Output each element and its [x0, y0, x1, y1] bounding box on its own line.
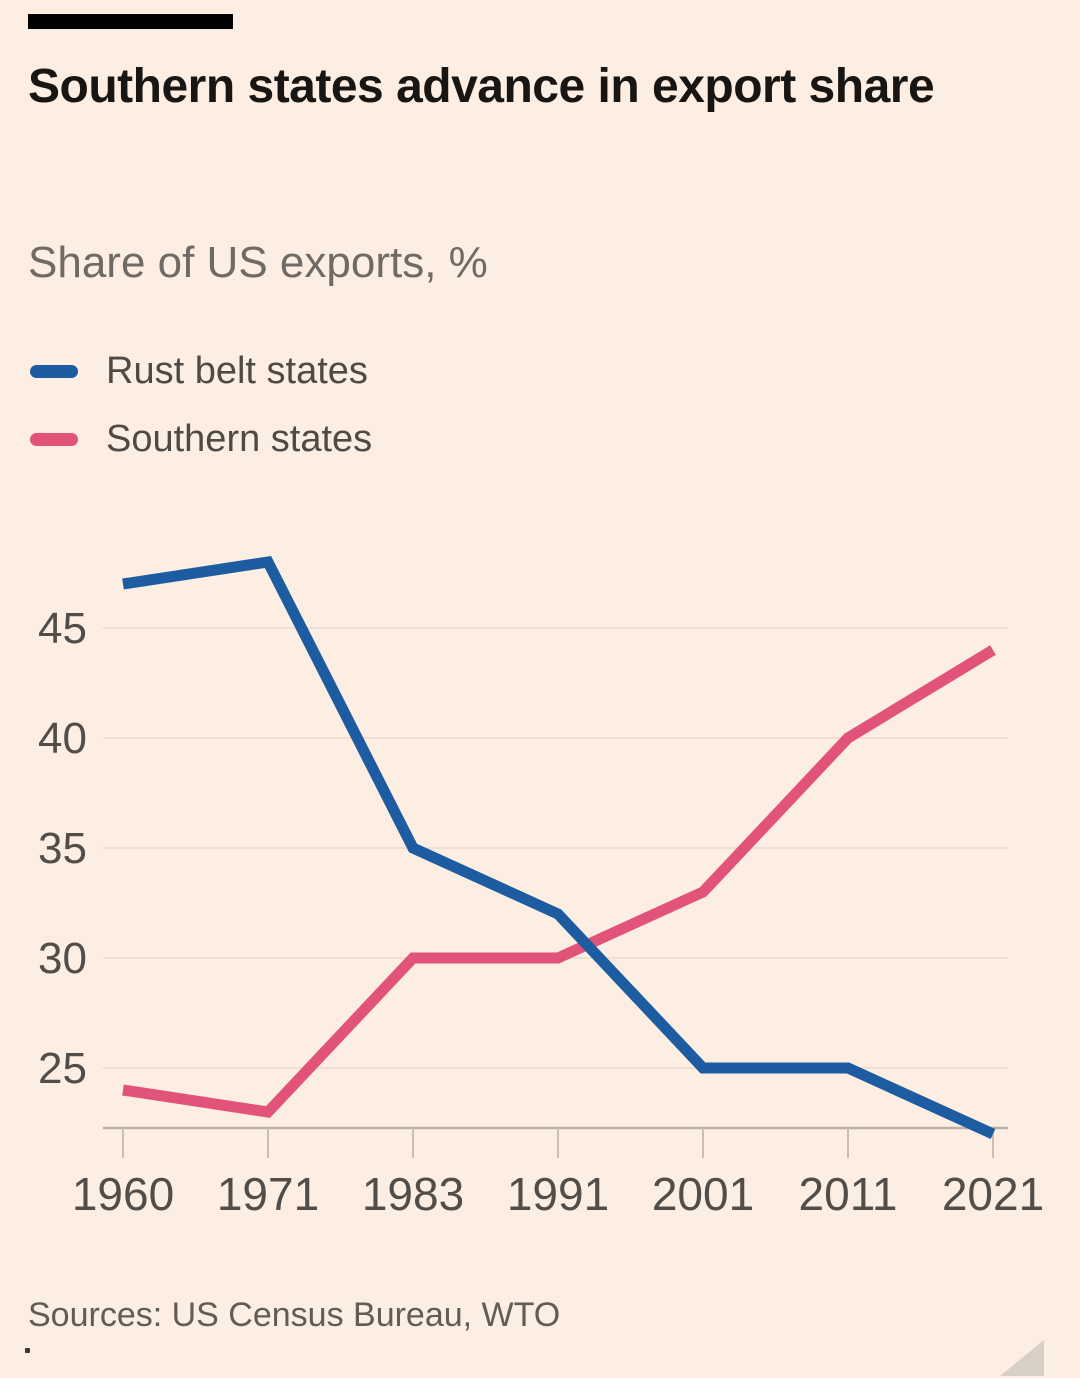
y-axis-label-40: 40 [38, 714, 87, 763]
resize-corner-icon [1000, 1340, 1044, 1376]
legend-label-rust-belt-states: Rust belt states [106, 350, 368, 392]
x-axis-label-1983: 1983 [362, 1168, 464, 1220]
y-axis-label-35: 35 [38, 824, 87, 873]
line-chart: 25 30 35 40 45 1960 1971 1983 1991 2001 2011 2021 [38, 555, 1044, 1220]
series-line-southern-states [122, 645, 996, 1118]
legend-item-southern-states: Southern states [30, 418, 372, 461]
legend: Rust belt states Southern states [30, 350, 372, 461]
x-axis-label-2011: 2011 [799, 1168, 898, 1220]
rust-belt-states-swatch [30, 365, 78, 378]
y-axis-label-45: 45 [38, 604, 87, 653]
legend-item-rust-belt-states: Rust belt states [30, 350, 372, 393]
x-axis-label-2001: 2001 [652, 1168, 754, 1220]
chart-subtitle: Share of US exports, % [28, 238, 488, 287]
y-axis-label-25: 25 [38, 1044, 87, 1093]
x-axis-label-2021: 2021 [942, 1168, 1044, 1220]
x-axis-label-1960: 1960 [72, 1168, 174, 1220]
southern-states-swatch [30, 433, 78, 446]
y-axis-label-30: 30 [38, 934, 87, 983]
brand-bar [28, 14, 233, 29]
footnote-dot [25, 1348, 30, 1353]
source-note: Sources: US Census Bureau, WTO [28, 1296, 561, 1334]
x-axis-label-1971: 1971 [217, 1168, 319, 1220]
chart-title: Southern states advance in export share [28, 60, 935, 113]
series-line-rust-belt-states [122, 555, 996, 1140]
x-axis-label-1991: 1991 [507, 1168, 609, 1220]
legend-label-southern-states: Southern states [106, 418, 373, 460]
